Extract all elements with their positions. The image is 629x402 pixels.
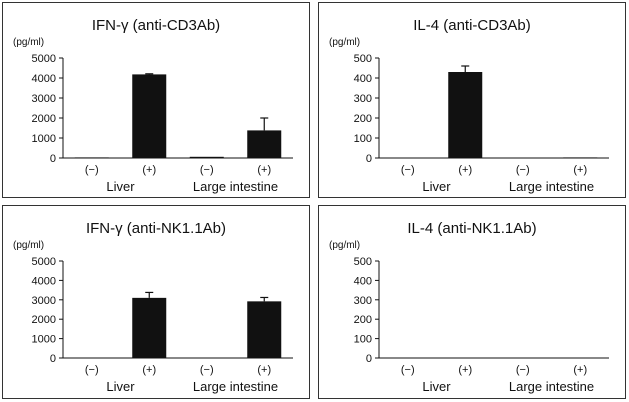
- chart-panel-il4-nk11: IL-4 (anti-NK1.1Ab) (pg/ml) 0 100 200 300 400 5…: [318, 205, 626, 399]
- y-tick-label: 200: [354, 113, 372, 125]
- x-category-label: (+): [573, 164, 587, 176]
- x-group-label: Large intestine: [509, 179, 594, 194]
- x-category-label: (−): [516, 164, 530, 176]
- y-tick-label: 2000: [32, 314, 56, 326]
- x-group-label: Liver: [422, 179, 451, 194]
- chart-title: IL-4 (anti-CD3Ab): [413, 17, 531, 34]
- x-category-label: (−): [401, 364, 415, 376]
- chart-svg: IFN-γ (anti-CD3Ab) (pg/ml) 0 1000 2000 3000 40…: [13, 17, 293, 194]
- x-group-label: Liver: [106, 379, 135, 394]
- x-category-label: (−): [85, 164, 99, 176]
- data-bar: [563, 157, 598, 158]
- chart-svg: IL-4 (anti-CD3Ab) (pg/ml) 0 100 200 300 400 500…: [329, 17, 609, 194]
- chart-svg: IL-4 (anti-NK1.1Ab) (pg/ml) 0 100 200 300 400 5…: [329, 220, 609, 394]
- x-category-label: (+): [257, 364, 271, 376]
- x-category-label: (+): [573, 364, 587, 376]
- y-axis-unit-label: (pg/ml): [13, 37, 44, 48]
- chart-panel-il4-cd3: IL-4 (anti-CD3Ab) (pg/ml) 0 100 200 300 400 500…: [318, 2, 626, 198]
- y-tick-label: 4000: [32, 275, 56, 287]
- y-tick-label: 100: [354, 334, 372, 346]
- data-bar: [247, 130, 282, 158]
- data-bar: [189, 156, 224, 158]
- y-tick-label: 5000: [32, 256, 56, 268]
- chart-title: IFN-γ (anti-NK1.1Ab): [86, 220, 226, 237]
- y-axis-unit-label: (pg/ml): [329, 240, 360, 251]
- y-tick-label: 100: [354, 133, 372, 145]
- x-category-label: (+): [257, 164, 271, 176]
- chart-panel-ifn-nk11: IFN-γ (anti-NK1.1Ab) (pg/ml) 0 1000 2000 3000…: [2, 205, 310, 399]
- y-axis-unit-label: (pg/ml): [13, 240, 44, 251]
- chart-panel-ifn-cd3: IFN-γ (anti-CD3Ab) (pg/ml) 0 1000 2000 3000 40…: [2, 2, 310, 198]
- y-tick-label: 500: [354, 256, 372, 268]
- y-tick-label: 300: [354, 295, 372, 307]
- y-tick-label: 0: [50, 153, 56, 165]
- y-tick-label: 1000: [32, 133, 56, 145]
- y-tick-label: 3000: [32, 295, 56, 307]
- x-category-label: (−): [401, 164, 415, 176]
- x-group-label: Large intestine: [509, 379, 594, 394]
- y-tick-label: 400: [354, 275, 372, 287]
- y-tick-label: 0: [366, 153, 372, 165]
- y-tick-label: 4000: [32, 73, 56, 85]
- y-tick-label: 200: [354, 314, 372, 326]
- y-axis-unit-label: (pg/ml): [329, 37, 360, 48]
- data-bar: [132, 74, 167, 158]
- x-group-label: Liver: [422, 379, 451, 394]
- x-category-label: (+): [458, 364, 472, 376]
- y-tick-label: 1000: [32, 334, 56, 346]
- x-group-label: Large intestine: [193, 379, 278, 394]
- y-tick-label: 2000: [32, 113, 56, 125]
- y-tick-label: 0: [50, 353, 56, 365]
- data-bar: [74, 157, 109, 158]
- chart-svg: IFN-γ (anti-NK1.1Ab) (pg/ml) 0 1000 2000 3000…: [13, 220, 293, 394]
- chart-title: IL-4 (anti-NK1.1Ab): [407, 220, 536, 237]
- chart-title: IFN-γ (anti-CD3Ab): [92, 17, 220, 34]
- data-bar: [448, 72, 483, 158]
- x-category-label: (−): [516, 364, 530, 376]
- x-category-label: (+): [142, 364, 156, 376]
- y-tick-label: 400: [354, 73, 372, 85]
- y-tick-label: 500: [354, 53, 372, 65]
- y-tick-label: 300: [354, 93, 372, 105]
- x-category-label: (−): [200, 164, 214, 176]
- data-bar: [247, 301, 282, 358]
- y-tick-label: 5000: [32, 53, 56, 65]
- x-category-label: (−): [85, 364, 99, 376]
- x-category-label: (+): [142, 164, 156, 176]
- x-category-label: (+): [458, 164, 472, 176]
- y-tick-label: 3000: [32, 93, 56, 105]
- x-category-label: (−): [200, 364, 214, 376]
- y-tick-label: 0: [366, 353, 372, 365]
- x-group-label: Large intestine: [193, 179, 278, 194]
- data-bar: [132, 297, 167, 358]
- x-group-label: Liver: [106, 179, 135, 194]
